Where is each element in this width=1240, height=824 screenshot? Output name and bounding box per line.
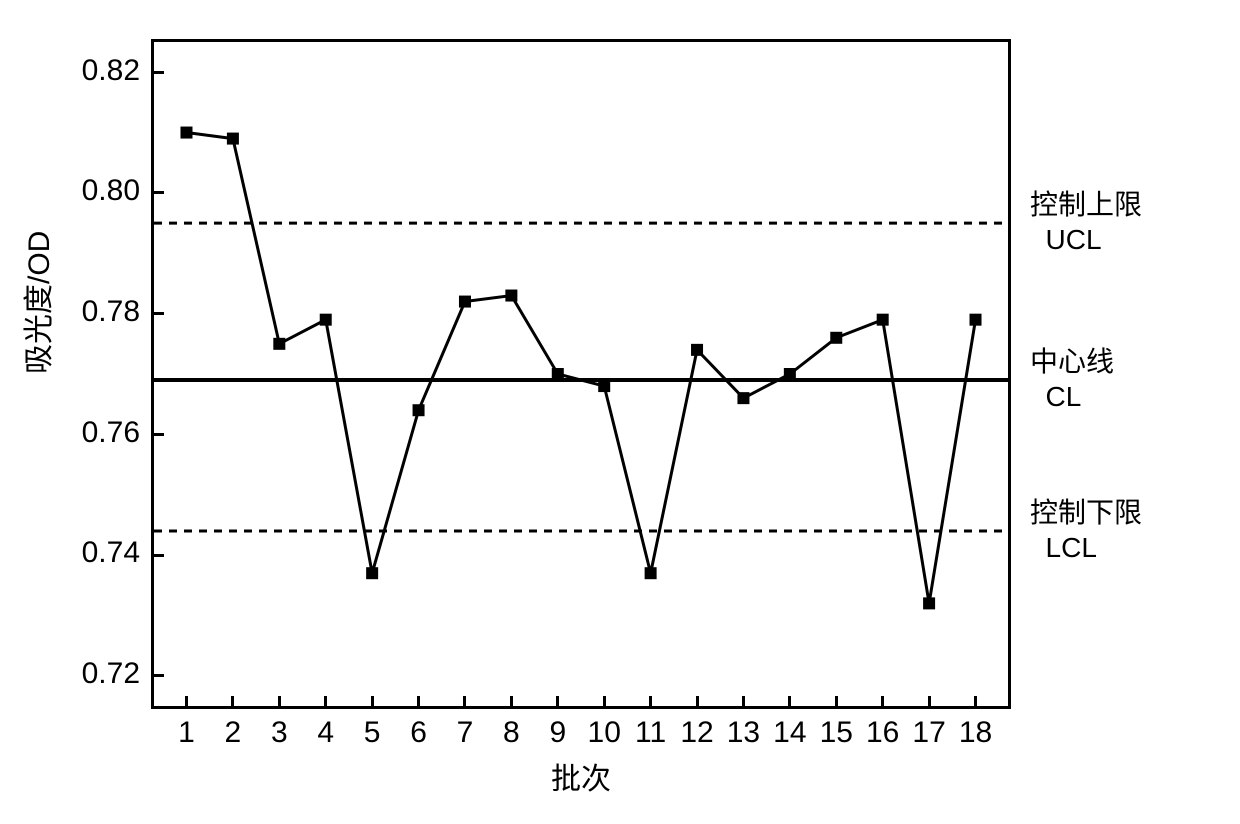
chart-svg xyxy=(0,0,1240,824)
data-marker xyxy=(505,290,517,302)
data-marker xyxy=(645,567,657,579)
data-marker xyxy=(877,314,889,326)
data-marker xyxy=(320,314,332,326)
data-marker xyxy=(830,332,842,344)
data-marker xyxy=(923,597,935,609)
data-marker xyxy=(691,344,703,356)
data-marker xyxy=(366,567,378,579)
data-marker xyxy=(227,133,239,145)
chart-root: 吸光度/OD 批次 控制上限 UCL 中心线 CL 控制下限 LCL 0.720… xyxy=(0,0,1240,824)
data-marker xyxy=(180,127,192,139)
data-marker xyxy=(273,338,285,350)
data-marker xyxy=(413,404,425,416)
data-line xyxy=(186,133,975,604)
data-marker xyxy=(970,314,982,326)
data-marker xyxy=(598,380,610,392)
data-marker xyxy=(552,368,564,380)
data-marker xyxy=(784,368,796,380)
data-marker xyxy=(459,296,471,308)
data-marker xyxy=(737,392,749,404)
